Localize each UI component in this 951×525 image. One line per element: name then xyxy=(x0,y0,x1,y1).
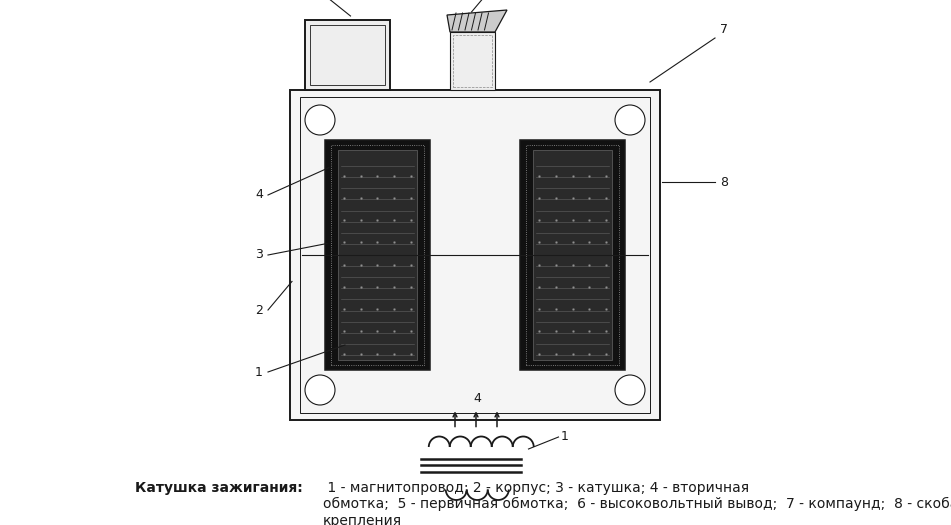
Text: 4: 4 xyxy=(255,188,263,202)
Text: 1: 1 xyxy=(255,365,263,379)
Text: 1 - магнитопровод; 2 - корпус; 3 - катушка; 4 - вторичная
обмотка;  5 - первична: 1 - магнитопровод; 2 - корпус; 3 - катуш… xyxy=(323,481,951,525)
Bar xyxy=(450,32,495,90)
Polygon shape xyxy=(447,10,507,32)
Text: 2: 2 xyxy=(255,303,263,317)
Circle shape xyxy=(305,105,335,135)
Text: 8: 8 xyxy=(720,176,728,189)
Text: Катушка зажигания:: Катушка зажигания: xyxy=(135,481,302,495)
Bar xyxy=(338,150,417,360)
Bar xyxy=(305,20,390,90)
Text: 1: 1 xyxy=(560,429,569,443)
Bar xyxy=(533,150,612,360)
Bar xyxy=(300,97,650,413)
Text: 7: 7 xyxy=(720,23,728,36)
Bar xyxy=(325,140,430,370)
Circle shape xyxy=(615,375,645,405)
Circle shape xyxy=(615,105,645,135)
Text: 4: 4 xyxy=(473,392,481,404)
Circle shape xyxy=(305,375,335,405)
Bar xyxy=(310,25,385,85)
Text: 3: 3 xyxy=(255,248,263,261)
Bar xyxy=(520,140,625,370)
Bar xyxy=(331,145,424,365)
Bar xyxy=(453,35,492,87)
Bar xyxy=(526,145,619,365)
Bar xyxy=(290,90,660,420)
